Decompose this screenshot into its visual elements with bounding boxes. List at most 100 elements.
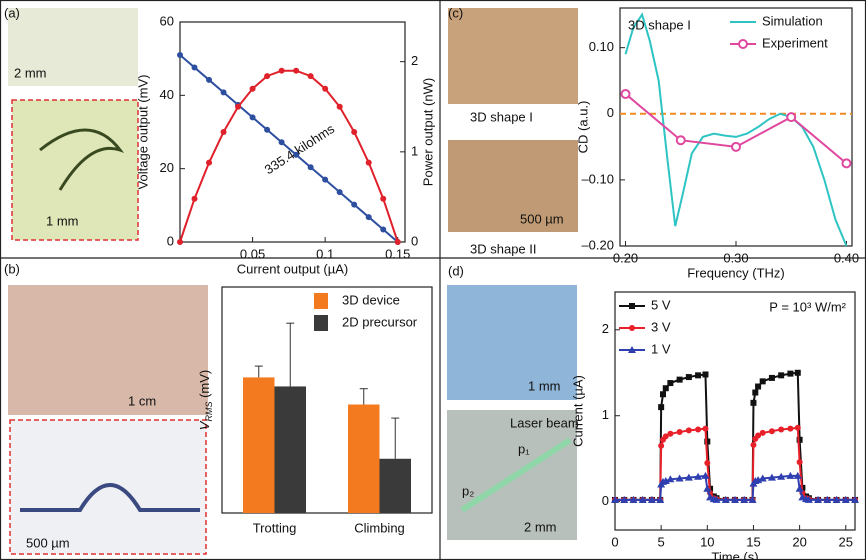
panel-label: (d) — [448, 263, 464, 278]
x-tick-label: 10 — [700, 534, 714, 549]
marker — [721, 495, 730, 503]
marker — [703, 484, 712, 492]
marker — [351, 129, 358, 135]
marker — [684, 473, 693, 481]
y-tick-label: 0 — [607, 105, 614, 120]
photo-label: p₁ — [518, 441, 530, 456]
x-tick-label: 20 — [792, 534, 806, 549]
y2-axis-label: Power output (nW) — [420, 78, 435, 186]
photo-label: 2 mm — [524, 519, 557, 534]
y-tick-label: 0.10 — [589, 39, 614, 54]
marker — [191, 64, 198, 71]
marker — [814, 495, 823, 503]
plot-frame — [179, 21, 406, 243]
marker — [667, 380, 674, 387]
marker — [322, 176, 329, 183]
x-tick-label: Trotting — [253, 520, 297, 535]
x-tick-label: 0.05 — [240, 246, 265, 261]
series-line — [624, 12, 848, 247]
marker — [249, 85, 256, 92]
marker — [628, 346, 636, 353]
photo-label: Laser beam — [510, 415, 579, 430]
marker — [206, 76, 213, 83]
marker — [685, 427, 692, 434]
marker — [278, 67, 285, 74]
marker — [786, 112, 797, 123]
marker — [264, 73, 271, 80]
photo-label: 2 mm — [14, 65, 47, 80]
annotation: 335.4 kilohms — [262, 121, 338, 178]
marker — [380, 226, 387, 233]
marker — [629, 303, 635, 309]
legend-label: 2D precursor — [342, 314, 418, 329]
marker — [177, 239, 183, 245]
marker — [750, 441, 757, 448]
y-tick-label: 20 — [160, 160, 174, 175]
marker — [777, 472, 786, 480]
marker — [336, 103, 343, 110]
marker — [794, 424, 801, 431]
marker — [675, 135, 686, 146]
marker — [667, 430, 674, 437]
marker — [191, 195, 198, 202]
annotation: P = 10³ W/m² — [769, 299, 846, 314]
x-axis-label: Current output (µA) — [237, 261, 349, 276]
marker — [832, 495, 841, 503]
legend-swatch — [314, 293, 328, 309]
x-tick-label: 25 — [839, 534, 853, 549]
y2-tick-label: 2 — [411, 53, 418, 68]
marker — [796, 436, 803, 443]
marker — [804, 495, 813, 503]
marker — [787, 425, 794, 432]
marker — [322, 85, 329, 92]
panel-label: (a) — [4, 5, 20, 20]
legend-swatch — [314, 315, 328, 331]
marker — [394, 239, 401, 245]
marker — [740, 495, 749, 503]
marker — [662, 385, 669, 392]
y-axis-subscript: RMS — [204, 402, 214, 422]
bar — [243, 377, 275, 513]
marker — [823, 495, 832, 503]
marker — [293, 151, 300, 158]
x-tick-label: 0.30 — [723, 250, 748, 265]
marker — [794, 369, 801, 376]
marker — [767, 473, 776, 481]
marker — [629, 495, 638, 503]
marker — [638, 495, 647, 503]
bar — [348, 404, 380, 513]
marker — [249, 114, 256, 121]
marker — [695, 372, 702, 379]
photo-label: 1 cm — [128, 393, 156, 408]
photo-label: 500 µm — [520, 211, 564, 226]
marker — [731, 495, 739, 503]
legend-label: 5 V — [651, 297, 671, 312]
bar — [379, 458, 411, 513]
y-tick-label: –0.20 — [581, 237, 614, 252]
y-tick-label: –0.10 — [581, 171, 614, 186]
marker — [220, 89, 227, 96]
x-axis-label: Time (s) — [711, 549, 758, 560]
marker — [662, 433, 669, 440]
marker — [738, 39, 748, 49]
photo-detail — [39, 128, 125, 191]
photo-label: 3D shape II — [470, 241, 537, 256]
marker — [702, 425, 709, 432]
marker — [793, 471, 802, 479]
plot-frame — [614, 291, 856, 531]
x-tick-label: 0.15 — [385, 246, 410, 261]
photo-label: 3D shape I — [470, 109, 533, 124]
y-axis-label: Voltage output (mV) — [135, 75, 150, 190]
marker — [666, 475, 675, 483]
y-axis-unit: (mV) — [197, 370, 212, 402]
marker — [841, 495, 850, 503]
marker — [759, 429, 766, 436]
marker — [206, 159, 213, 166]
series-line — [624, 93, 848, 165]
y-tick-label: 1 — [602, 407, 609, 422]
marker — [658, 442, 665, 449]
y2-tick-label: 0 — [411, 233, 418, 248]
marker — [702, 371, 709, 378]
marker — [752, 389, 759, 396]
marker — [768, 428, 775, 435]
